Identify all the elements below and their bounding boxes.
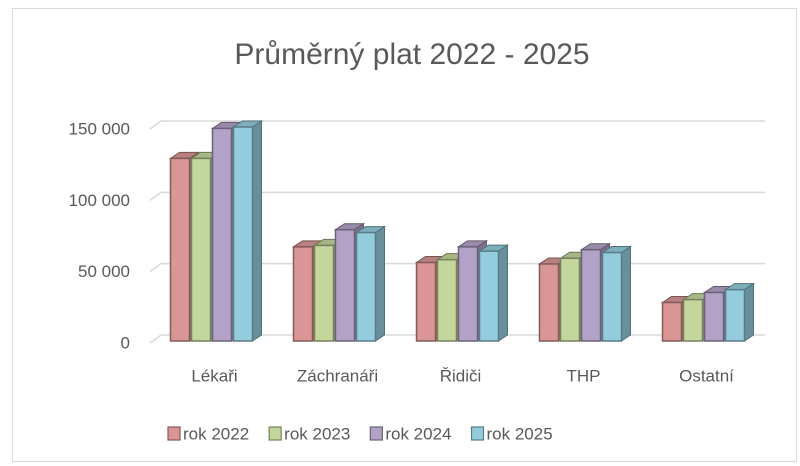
- y-tick-label: 150 000: [69, 119, 130, 138]
- y-tick-label: 50 000: [78, 262, 130, 281]
- bar: [682, 298, 704, 342]
- bar-side: [744, 282, 754, 342]
- legend-label: rok 2023: [284, 424, 350, 443]
- bar: [190, 157, 212, 342]
- x-tick-label: Lékaři: [191, 366, 237, 385]
- bar: [661, 301, 683, 342]
- legend-swatch: [369, 426, 383, 441]
- y-tick-label: 100 000: [69, 191, 130, 210]
- legend-label: rok 2024: [385, 424, 451, 443]
- grid-line: [149, 120, 765, 130]
- bar-side: [498, 244, 508, 342]
- legend-swatch: [167, 426, 181, 441]
- legend-label: rok 2022: [183, 424, 249, 443]
- bar: [724, 288, 746, 342]
- bar-side: [621, 245, 631, 342]
- bar: [334, 228, 356, 342]
- chart-frame: [12, 8, 797, 462]
- bar: [355, 231, 377, 342]
- x-tick-label: Záchranáři: [297, 366, 378, 385]
- bar: [415, 261, 437, 342]
- bar: [232, 126, 254, 342]
- chart-title: Průměrný plat 2022 - 2025: [234, 38, 589, 71]
- grid-line: [149, 191, 765, 201]
- bar: [436, 258, 458, 342]
- bar: [703, 291, 725, 342]
- bar: [478, 250, 500, 342]
- bar: [457, 246, 479, 342]
- bar: [601, 251, 623, 342]
- bar: [559, 257, 581, 342]
- legend-swatch: [470, 426, 485, 441]
- bar-side: [252, 120, 262, 342]
- x-tick-label: THP: [567, 366, 601, 385]
- bar: [292, 246, 314, 342]
- legend-label: rok 2025: [487, 424, 553, 443]
- bar: [211, 127, 233, 342]
- bar: [580, 248, 602, 342]
- bar-side: [375, 225, 385, 342]
- y-tick-label: 0: [121, 333, 130, 352]
- legend-swatch: [268, 426, 282, 441]
- x-tick-label: Ostatní: [679, 366, 734, 385]
- bar: [313, 244, 335, 342]
- bar: [538, 263, 560, 342]
- bar: [169, 157, 191, 342]
- x-tick-label: Řidiči: [440, 366, 482, 385]
